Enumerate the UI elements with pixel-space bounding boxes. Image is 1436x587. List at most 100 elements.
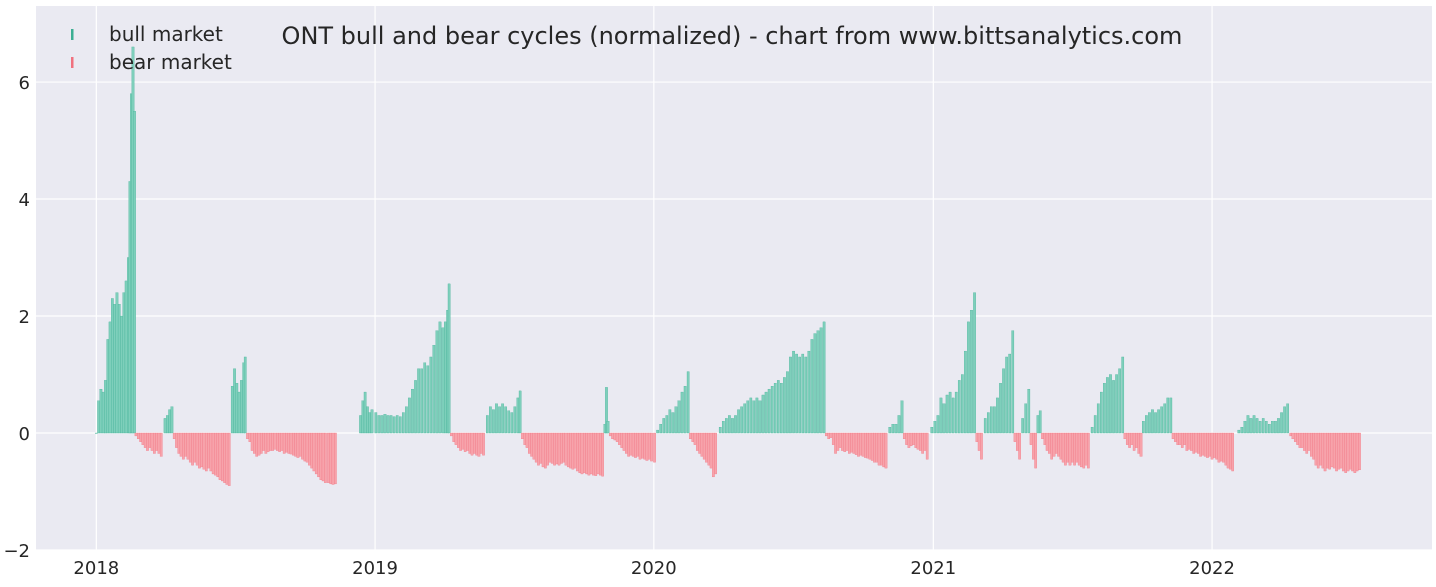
bear-bar (317, 433, 319, 477)
bull-bar (448, 284, 450, 433)
bull-bar (168, 410, 170, 433)
bull-bar (381, 415, 383, 433)
bear-bar (866, 433, 868, 458)
bear-bar (258, 433, 260, 455)
bull-bar (1097, 404, 1099, 433)
bull-bar (120, 316, 122, 433)
bear-bar (1199, 433, 1201, 456)
bear-bar (1064, 433, 1066, 465)
bear-bar (921, 433, 923, 453)
y-tick-label: 6 (19, 73, 30, 94)
bear-bar (201, 433, 203, 467)
bull-bar (663, 418, 665, 433)
bull-bar (123, 293, 125, 433)
bull-bar (607, 421, 609, 433)
bear-bar (924, 433, 926, 451)
bull-bar (133, 111, 135, 433)
bull-bar (1241, 427, 1243, 433)
bear-bar (480, 433, 482, 453)
bull-bar (1271, 421, 1273, 433)
bull-bar (990, 407, 992, 433)
bull-bar (1287, 404, 1289, 433)
bear-bar (885, 433, 887, 468)
bear-bar (191, 433, 193, 465)
bear-bar (832, 433, 834, 445)
y-tick-label: 0 (19, 424, 30, 445)
bear-bar (1014, 433, 1016, 442)
bull-bar (937, 415, 939, 433)
bear-bar (478, 433, 480, 456)
bear-bar (1183, 433, 1185, 445)
bear-bar (1202, 433, 1204, 455)
bull-bar (231, 386, 233, 433)
bear-bar (646, 433, 648, 460)
bull-bar (774, 383, 776, 433)
bull-bar (731, 418, 733, 433)
bull-bar (740, 407, 742, 433)
bear-bar (1349, 433, 1351, 469)
bear-bar (313, 433, 315, 471)
bull-bar (1283, 407, 1285, 433)
bear-bar (599, 433, 601, 475)
bear-bar (609, 433, 611, 436)
bull-bar (737, 410, 739, 433)
bear-bar (583, 433, 585, 473)
bear-bar (623, 433, 625, 451)
bull-bar (387, 415, 389, 433)
bear-bar (701, 433, 703, 456)
bull-bar (901, 401, 903, 433)
bear-bar (846, 433, 848, 451)
bear-bar (1340, 433, 1342, 468)
bull-bar (1037, 415, 1039, 433)
bear-bar (267, 433, 269, 452)
bull-bar (898, 415, 900, 433)
bear-bar (322, 433, 324, 481)
bull-bar (1122, 357, 1124, 433)
bear-bar (203, 433, 205, 469)
bull-bar (233, 369, 235, 433)
bear-bar (614, 433, 616, 440)
bear-bar (712, 433, 714, 477)
bull-bar (417, 369, 419, 433)
bear-bar (462, 433, 464, 449)
bear-bar (1055, 433, 1057, 453)
bull-bar (375, 413, 377, 433)
bear-bar (1326, 433, 1328, 468)
bear-bar (1179, 433, 1181, 445)
bear-bar (228, 433, 230, 486)
bear-bar (1083, 433, 1085, 468)
bull-bar (958, 380, 960, 433)
bull-bar (967, 322, 969, 433)
bull-bar (424, 363, 426, 433)
bear-bar (156, 433, 158, 451)
bear-bar (834, 433, 836, 453)
bull-bar (109, 322, 111, 433)
bull-bar (728, 415, 730, 433)
bull-bar (792, 351, 794, 433)
bear-bar (272, 433, 274, 451)
bear-bar (540, 433, 542, 463)
chart-title: ONT bull and bear cycles (normalized) - … (282, 22, 1183, 50)
bear-bar (151, 433, 153, 451)
bull-bar (780, 383, 782, 433)
bull-bar (722, 421, 724, 433)
bull-bar (433, 345, 435, 433)
bear-bar (1046, 433, 1048, 451)
bear-bar (1206, 433, 1208, 458)
bear-bar (471, 433, 473, 455)
bull-bar (1247, 415, 1249, 433)
bear-bar (1060, 433, 1062, 459)
bear-bar (597, 433, 599, 474)
bear-bar (1131, 433, 1133, 445)
bear-bar (878, 433, 880, 465)
bear-bar (1051, 433, 1053, 459)
bull-bar (171, 407, 173, 433)
bear-bar (976, 433, 978, 442)
bear-bar (618, 433, 620, 445)
bear-bar (1087, 433, 1089, 468)
bear-bar (530, 433, 532, 456)
bull-bar (1022, 418, 1024, 433)
bear-bar (632, 433, 634, 456)
bear-bar (450, 433, 452, 436)
